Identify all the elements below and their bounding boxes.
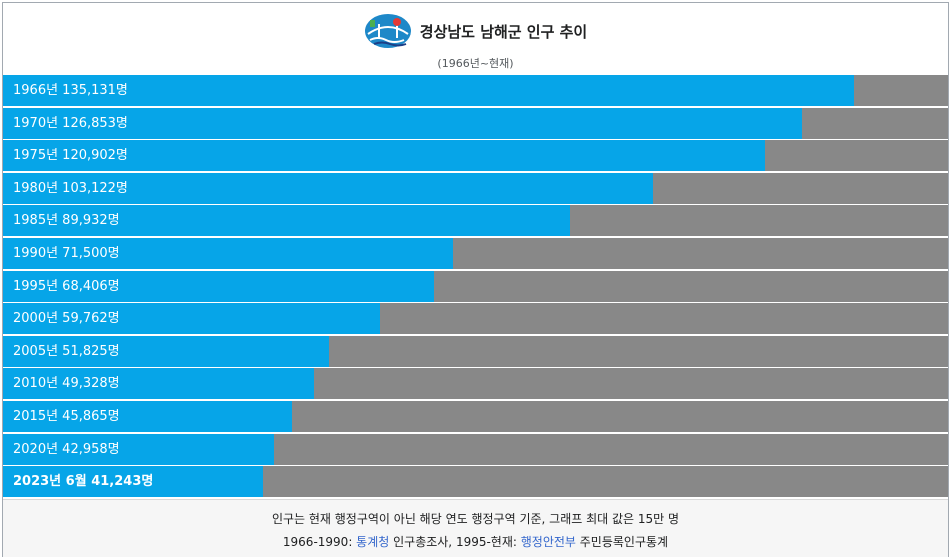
chart-row: 2015년 45,865명 <box>3 401 948 432</box>
bar-label: 1985년 89,932명 <box>13 213 120 228</box>
population-bar <box>3 75 854 106</box>
bar-label: 1995년 68,406명 <box>13 279 120 294</box>
population-bar <box>3 401 292 432</box>
population-bar <box>3 466 263 497</box>
chart-title: 경상남도 남해군 인구 추이 <box>419 22 588 41</box>
bar-label: 1980년 103,122명 <box>13 181 128 196</box>
source-link-statistics-korea[interactable]: 통계청 <box>356 535 390 549</box>
chart-row: 1970년 126,853명 <box>3 108 948 139</box>
population-bar <box>3 303 380 334</box>
chart-row: 2010년 49,328명 <box>3 368 948 399</box>
population-bar <box>3 434 274 465</box>
bar-label: 2010년 49,328명 <box>13 376 120 391</box>
title-row: 경상남도 남해군 인구 추이 <box>3 12 948 50</box>
population-bar <box>3 173 653 204</box>
chart-footer: 인구는 현재 행정구역이 아닌 해당 연도 행정구역 기준, 그래프 최대 값은… <box>3 499 948 557</box>
chart-subtitle: (1966년~현재) <box>437 57 514 70</box>
chart-row: 1995년 68,406명 <box>3 271 948 302</box>
source-note: 1966-1990: 통계청 인구총조사, 1995-현재: 행정안전부 주민등… <box>3 533 948 550</box>
source-prefix: 1966-1990: <box>282 535 357 549</box>
population-bar <box>3 238 453 269</box>
chart-row: 2023년 6월 41,243명 <box>3 466 948 497</box>
population-bar <box>3 140 765 171</box>
bar-label: 2020년 42,958명 <box>13 442 120 457</box>
population-bar <box>3 205 570 236</box>
chart-row: 1980년 103,122명 <box>3 173 948 204</box>
chart-row: 1990년 71,500명 <box>3 238 948 269</box>
bar-label: 1970년 126,853명 <box>13 116 128 131</box>
chart-header: 경상남도 남해군 인구 추이 (1966년~현재) <box>3 3 948 75</box>
bar-chart: 1966년 135,131명 1970년 126,853명 1975년 120,90… <box>3 75 948 499</box>
source-suffix: 주민등록인구통계 <box>575 535 669 549</box>
chart-row: 2020년 42,958명 <box>3 434 948 465</box>
chart-row: 1985년 89,932명 <box>3 205 948 236</box>
population-bar <box>3 336 329 367</box>
chart-row: 1966년 135,131명 <box>3 75 948 106</box>
bar-label: 2005년 51,825명 <box>13 344 120 359</box>
chart-row: 2000년 59,762명 <box>3 303 948 334</box>
population-bar <box>3 271 434 302</box>
bar-label: 2015년 45,865명 <box>13 409 120 424</box>
bar-label: 1990년 71,500명 <box>13 246 120 261</box>
bar-label: 2000년 59,762명 <box>13 311 120 326</box>
source-middle: 인구총조사, 1995-현재: <box>389 535 521 549</box>
footnote: 인구는 현재 행정구역이 아닌 해당 연도 행정구역 기준, 그래프 최대 값은… <box>271 512 680 526</box>
bar-label: 2023년 6월 41,243명 <box>13 474 154 489</box>
population-bar <box>3 108 802 139</box>
chart-row: 1975년 120,902명 <box>3 140 948 171</box>
population-bar <box>3 368 314 399</box>
bar-label: 1975년 120,902명 <box>13 148 128 163</box>
chart-row: 2005년 51,825명 <box>3 336 948 367</box>
namhae-county-emblem-icon <box>364 14 411 48</box>
source-link-ministry-interior[interactable]: 행정안전부 <box>520 535 576 549</box>
bar-label: 1966년 135,131명 <box>13 83 128 98</box>
